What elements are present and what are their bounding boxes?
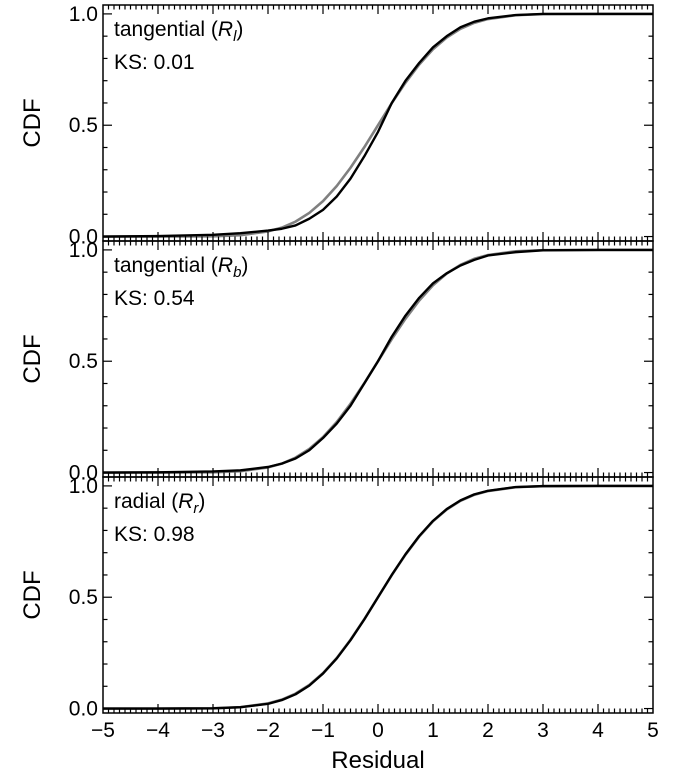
- y-axis-label: CDF: [19, 98, 46, 147]
- ks-statistic: KS: 0.01: [114, 51, 195, 74]
- ks-statistic: KS: 0.98: [114, 523, 195, 546]
- x-tick-label: −5: [91, 719, 115, 742]
- y-tick-label: 1.0: [69, 239, 98, 262]
- empirical-cdf-line: [103, 484, 653, 710]
- x-tick-label: 0: [372, 719, 384, 742]
- x-tick-label: −3: [201, 719, 225, 742]
- y-tick-label: 0.5: [69, 350, 98, 373]
- component-annotation: radial (Rr): [114, 490, 205, 517]
- x-tick-label: 1: [427, 719, 439, 742]
- tick-marks: [103, 477, 653, 713]
- component-annotation: tangential (Rl): [114, 18, 243, 45]
- model-cdf-line: [103, 12, 653, 238]
- y-tick-label: 1.0: [69, 3, 98, 26]
- y-tick-label: 0.0: [69, 226, 98, 249]
- y-tick-label: 0.5: [69, 114, 98, 137]
- cdf-panel-3: 0.0 0.5 1.0 CDF radial (Rr) KS: 0.98 −5 −4 −3 −2 −…: [19, 475, 659, 774]
- y-axis-label: CDF: [19, 334, 46, 383]
- x-tick-label: 3: [537, 719, 549, 742]
- ks-statistic: KS: 0.54: [114, 287, 195, 310]
- x-tick-label: −1: [311, 719, 335, 742]
- component-annotation: tangential (Rb): [114, 254, 248, 281]
- y-tick-label: 1.0: [69, 475, 98, 498]
- empirical-cdf-line: [103, 248, 653, 474]
- y-tick-label: 0.0: [69, 462, 98, 485]
- x-tick-label: −2: [256, 719, 280, 742]
- x-axis-label: Residual: [331, 747, 424, 774]
- y-tick-label: 0.0: [69, 698, 98, 721]
- y-tick-label: 0.5: [69, 586, 98, 609]
- cdf-panel-1: 0.0 0.5 1.0 CDF tangential (Rl) KS: 0.01: [19, 3, 654, 249]
- y-axis-label: CDF: [19, 570, 46, 619]
- x-tick-label: 5: [647, 719, 659, 742]
- cdf-panel-2: 0.0 0.5 1.0 CDF tangential (Rb) KS: 0.54: [19, 239, 654, 485]
- x-tick-label: 2: [482, 719, 494, 742]
- empirical-cdf-line: [103, 12, 653, 238]
- x-tick-label: −4: [146, 719, 170, 742]
- x-tick-label: 4: [592, 719, 604, 742]
